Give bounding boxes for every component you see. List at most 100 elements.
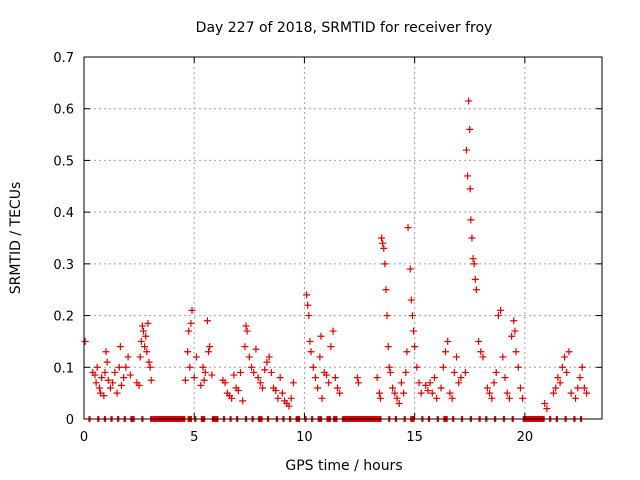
data-point: [475, 337, 483, 345]
data-point: [327, 343, 335, 351]
data-point: [242, 322, 250, 330]
data-point: [250, 368, 258, 376]
data-point: [325, 379, 333, 387]
data-point: [563, 368, 571, 376]
data-point: [138, 322, 146, 330]
data-point: [267, 368, 275, 376]
data-point: [583, 389, 591, 397]
data-point: [410, 327, 418, 335]
data-point: [380, 244, 388, 252]
data-point: [382, 286, 390, 294]
data-point: [389, 384, 397, 392]
data-point: [512, 348, 520, 356]
data-point: [470, 260, 478, 268]
data-point: [446, 389, 454, 397]
data-point: [486, 389, 494, 397]
data-point: [552, 384, 560, 392]
data-point: [385, 363, 393, 371]
y-axis-label: SRMTID / TECUs: [8, 182, 24, 295]
data-point: [462, 146, 470, 154]
x-tick-label: 20: [517, 430, 534, 445]
data-point: [580, 384, 588, 392]
data-point: [287, 394, 295, 402]
data-point: [263, 358, 271, 366]
data-point: [353, 374, 361, 382]
data-point: [322, 371, 330, 379]
data-point: [113, 389, 121, 397]
data-point: [205, 348, 213, 356]
y-tick-label: 0: [66, 413, 74, 428]
data-point: [411, 343, 419, 351]
data-point: [230, 371, 238, 379]
data-point: [472, 286, 480, 294]
data-point: [477, 348, 485, 356]
data-point: [383, 312, 391, 320]
data-point: [259, 384, 267, 392]
data-point: [386, 368, 394, 376]
data-point: [407, 296, 415, 304]
data-point: [381, 260, 389, 268]
y-tick-label: 0.6: [53, 103, 74, 118]
data-point: [408, 312, 416, 320]
data-point: [208, 371, 216, 379]
data-point: [490, 379, 498, 387]
data-point: [137, 337, 145, 345]
data-point: [354, 379, 362, 387]
data-point: [336, 389, 344, 397]
data-point: [199, 363, 207, 371]
data-point: [437, 384, 445, 392]
data-point: [402, 368, 410, 376]
data-point: [265, 353, 273, 361]
data-point: [201, 368, 209, 376]
data-point: [278, 389, 286, 397]
data-point: [184, 348, 192, 356]
data-point: [256, 379, 264, 387]
data-point: [426, 379, 434, 387]
data-point: [397, 379, 405, 387]
data-point: [424, 387, 432, 395]
data-point: [415, 379, 423, 387]
data-point: [499, 353, 507, 361]
data-point: [541, 399, 549, 407]
data-point: [543, 405, 551, 413]
data-point: [100, 392, 108, 400]
data-point: [455, 379, 463, 387]
data-point: [117, 381, 125, 389]
data-point: [567, 389, 575, 397]
data-point: [272, 387, 280, 395]
y-tick-label: 0.2: [53, 310, 74, 325]
data-point: [413, 363, 421, 371]
data-point: [466, 125, 474, 133]
plot-frame: [83, 56, 603, 420]
data-point: [109, 379, 117, 387]
data-point: [469, 255, 477, 263]
data-point: [329, 327, 337, 335]
data-point: [274, 394, 282, 402]
data-point: [98, 374, 106, 382]
x-axis-label: GPS time / hours: [285, 458, 402, 474]
data-point: [311, 374, 319, 382]
data-point: [239, 397, 247, 405]
data-point: [510, 317, 518, 325]
data-point: [111, 368, 119, 376]
data-point: [228, 394, 236, 402]
data-point: [391, 389, 399, 397]
x-tick-label: 10: [296, 430, 313, 445]
data-point: [483, 384, 491, 392]
data-point: [145, 358, 153, 366]
data-layer: [81, 97, 591, 422]
data-point: [101, 368, 109, 376]
data-point: [503, 389, 511, 397]
data-point: [197, 381, 205, 389]
data-point: [188, 306, 196, 314]
data-point: [565, 348, 573, 356]
data-point: [126, 371, 134, 379]
data-point: [318, 394, 326, 402]
data-point: [285, 402, 293, 410]
data-point: [307, 348, 315, 356]
data-point: [417, 389, 425, 397]
data-point: [376, 394, 384, 402]
data-point: [276, 374, 284, 382]
data-point: [254, 374, 262, 382]
